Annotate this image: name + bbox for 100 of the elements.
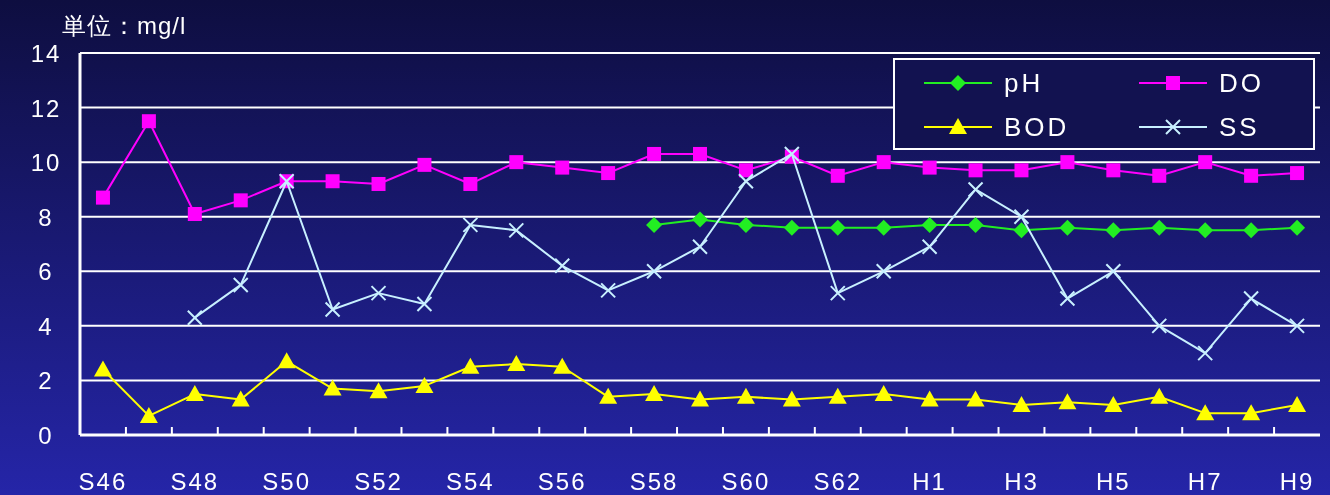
point: [967, 216, 984, 233]
point: [691, 390, 709, 407]
point: [1012, 395, 1031, 412]
point: [1243, 290, 1260, 307]
point: [1197, 222, 1214, 239]
x-tick-label: S60: [721, 468, 771, 495]
point: [323, 379, 342, 396]
point: [1105, 263, 1122, 280]
x-tick-label: H1: [912, 468, 947, 495]
point: [1244, 168, 1259, 183]
y-tick-label: 4: [38, 312, 54, 340]
x-tick-label: S46: [78, 468, 128, 495]
point: [601, 166, 616, 181]
point: [600, 282, 617, 299]
point: [232, 276, 249, 293]
y-tick-label: 8: [38, 203, 54, 231]
point: [646, 216, 663, 233]
x-tick-label: S50: [262, 468, 312, 495]
legend-label: SS: [1219, 112, 1260, 142]
point: [1289, 219, 1306, 236]
point: [1013, 208, 1030, 225]
point: [508, 222, 525, 239]
point: [736, 387, 755, 404]
point: [874, 385, 893, 402]
point: [966, 390, 985, 407]
x-tick-label: H9: [1279, 468, 1315, 495]
point: [417, 157, 432, 172]
point: [93, 360, 112, 377]
point: [921, 216, 938, 233]
point: [829, 285, 846, 302]
point: [1106, 163, 1121, 178]
point: [1014, 163, 1029, 178]
point: [369, 382, 388, 399]
point: [1243, 222, 1260, 239]
point: [1104, 395, 1123, 412]
point: [875, 219, 892, 236]
point: [555, 160, 570, 175]
point: [187, 206, 202, 221]
point: [507, 355, 526, 372]
point: [737, 173, 754, 190]
y-axis-title: 単位：mg/l: [62, 12, 187, 39]
point: [416, 296, 433, 313]
y-tick-label: 6: [38, 258, 54, 286]
y-tick-label: 14: [30, 40, 62, 67]
x-tick-label: S62: [813, 468, 863, 495]
point: [1151, 317, 1168, 334]
point: [462, 216, 479, 233]
point: [277, 352, 296, 369]
y-tick-label: 2: [38, 367, 54, 395]
point: [647, 146, 662, 161]
x-tick-label: H3: [1004, 468, 1039, 495]
legend-label: BOD: [1004, 112, 1070, 142]
point: [1060, 155, 1075, 170]
point: [325, 174, 340, 189]
point: [231, 390, 250, 407]
point: [185, 385, 204, 402]
point: [509, 155, 524, 170]
point: [186, 309, 203, 326]
y-tick-label: 0: [38, 422, 54, 449]
point: [1105, 222, 1122, 239]
x-tick-label: S48: [170, 468, 220, 495]
point: [783, 219, 800, 236]
point: [829, 219, 846, 236]
point: [1013, 222, 1030, 239]
point: [1150, 387, 1169, 404]
point: [463, 176, 478, 191]
x-tick-label: S56: [537, 468, 587, 495]
point: [1058, 393, 1077, 410]
point: [968, 163, 983, 178]
point: [692, 238, 708, 255]
point: [1059, 290, 1076, 307]
point: [876, 155, 891, 170]
point: [692, 211, 708, 228]
point: [922, 160, 937, 175]
point: [370, 285, 387, 302]
point: [599, 387, 618, 404]
point: [95, 190, 110, 205]
point: [783, 145, 800, 162]
point: [782, 390, 801, 407]
x-tick-label: S54: [446, 468, 495, 495]
legend-label: DO: [1219, 68, 1264, 98]
legend-label: pH: [1004, 68, 1044, 98]
point: [141, 114, 156, 129]
point: [1290, 166, 1305, 181]
point: [553, 357, 572, 374]
point: [693, 146, 707, 161]
x-tick-label: H5: [1095, 468, 1131, 495]
point: [828, 387, 847, 404]
point: [830, 168, 845, 183]
point: [921, 238, 938, 255]
point: [1196, 404, 1215, 421]
point: [1059, 219, 1076, 236]
point: [1151, 219, 1168, 236]
x-tick-label: S52: [354, 468, 403, 495]
x-tick-label: S58: [629, 468, 679, 495]
point: [875, 263, 892, 280]
point: [233, 193, 248, 208]
point: [737, 216, 754, 233]
point: [324, 301, 341, 318]
point: [1242, 404, 1261, 421]
